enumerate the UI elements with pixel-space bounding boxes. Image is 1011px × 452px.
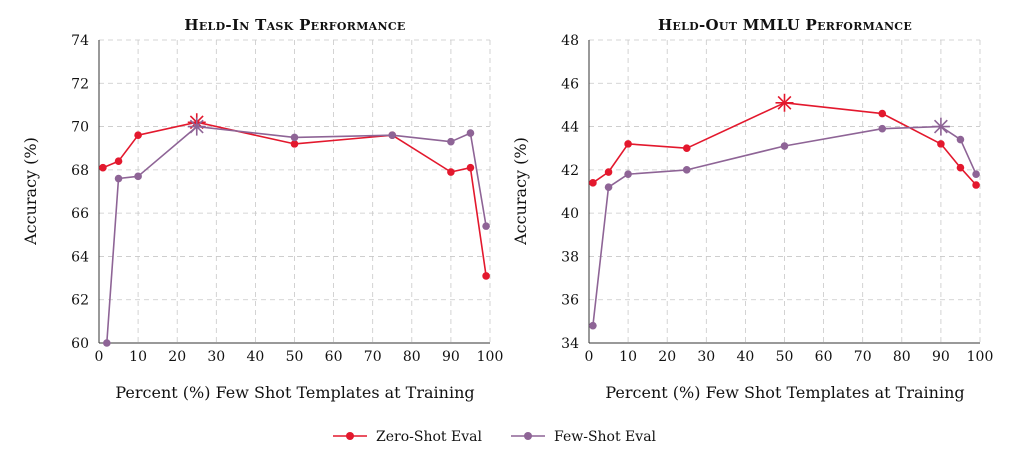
- y-tick-label: 68: [71, 163, 89, 179]
- data-point-few-shot-eval: [134, 172, 142, 181]
- x-tick-label: 50: [286, 349, 304, 365]
- chart-title-held-in: Held-In Task Performance: [184, 16, 405, 34]
- data-point-few-shot-eval: [103, 339, 111, 347]
- data-point-few-shot-eval: [624, 170, 632, 178]
- data-point-zero-shot-eval: [589, 179, 597, 187]
- x-tick-label: 10: [129, 349, 147, 365]
- data-point-zero-shot-eval: [937, 140, 945, 148]
- y-tick-label: 74: [71, 33, 89, 49]
- x-tick-label: 100: [477, 349, 504, 365]
- data-point-zero-shot-eval: [878, 109, 887, 118]
- data-point-few-shot-eval: [780, 142, 789, 150]
- x-axis-label-held-in: Percent (%) Few Shot Templates at Traini…: [115, 383, 474, 402]
- legend: Zero-Shot Eval Few-Shot Eval: [333, 429, 657, 445]
- data-point-few-shot-eval: [447, 137, 455, 146]
- x-tick-label: 10: [619, 349, 637, 365]
- legend-marker-zero-shot: [346, 432, 354, 440]
- y-tick-label: 48: [561, 33, 579, 49]
- legend-label-few-shot: Few-Shot Eval: [554, 429, 657, 445]
- y-tick-label: 34: [561, 336, 579, 352]
- y-tick-label: 60: [71, 336, 89, 352]
- y-tick-label: 42: [561, 163, 579, 179]
- x-tick-label: 0: [585, 349, 594, 365]
- y-tick-label: 62: [71, 293, 89, 309]
- data-point-zero-shot-eval: [114, 157, 123, 165]
- legend-marker-few-shot: [524, 432, 532, 440]
- y-axis-label-held-out: Accuracy (%): [511, 137, 530, 246]
- data-point-few-shot-eval: [114, 174, 123, 183]
- x-tick-label: 30: [697, 349, 715, 365]
- y-tick-label: 70: [71, 120, 89, 136]
- data-point-few-shot-eval: [290, 133, 299, 142]
- x-tick-label: 40: [736, 349, 754, 365]
- x-tick-label: 50: [776, 349, 794, 365]
- x-tick-label: 70: [854, 349, 872, 365]
- data-point-zero-shot-eval: [290, 140, 299, 148]
- data-point-zero-shot-eval: [972, 181, 980, 189]
- x-tick-label: 70: [364, 349, 382, 365]
- y-tick-label: 46: [561, 76, 579, 92]
- data-point-few-shot-eval: [482, 222, 490, 230]
- x-tick-label: 30: [207, 349, 225, 365]
- data-point-zero-shot-eval: [482, 272, 490, 280]
- data-point-few-shot-eval: [604, 183, 613, 191]
- data-point-zero-shot-eval: [447, 168, 455, 176]
- y-tick-label: 36: [561, 293, 579, 309]
- data-point-zero-shot-eval: [604, 168, 613, 176]
- data-point-few-shot-eval: [589, 321, 597, 330]
- best-point-star-few-shot-eval: [187, 117, 206, 136]
- best-point-star-few-shot-eval: [931, 117, 950, 136]
- data-point-few-shot-eval: [972, 170, 980, 178]
- x-tick-label: 0: [95, 349, 104, 365]
- best-point-star-zero-shot-eval: [775, 93, 794, 112]
- y-tick-label: 40: [561, 206, 579, 222]
- chart-title-held-out: Held-Out MMLU Performance: [658, 16, 912, 34]
- data-point-zero-shot-eval: [134, 131, 142, 140]
- y-tick-label: 64: [71, 249, 89, 265]
- x-tick-label: 90: [932, 349, 950, 365]
- x-tick-label: 100: [967, 349, 994, 365]
- x-tick-label: 20: [658, 349, 676, 365]
- data-point-few-shot-eval: [878, 124, 887, 133]
- data-point-zero-shot-eval: [99, 163, 107, 172]
- y-tick-label: 38: [561, 249, 579, 265]
- data-point-zero-shot-eval: [466, 163, 475, 172]
- x-axis-label-held-out: Percent (%) Few Shot Templates at Traini…: [605, 383, 964, 402]
- data-point-zero-shot-eval: [956, 163, 965, 172]
- y-tick-label: 72: [71, 76, 89, 92]
- data-point-zero-shot-eval: [624, 140, 632, 148]
- data-point-few-shot-eval: [682, 166, 691, 174]
- plot-held-out: 0 10 20 30 40 50 60 70 80 90 100 34 36 38 40 42 44 46 48: [561, 33, 993, 365]
- y-tick-label: 44: [561, 120, 579, 136]
- legend-label-zero-shot: Zero-Shot Eval: [376, 429, 482, 445]
- data-point-zero-shot-eval: [682, 144, 691, 153]
- plot-held-in: 0 10 20 30 40 50 60 70 80 90 100 60 62 64 66 68 70 72 74: [71, 33, 503, 365]
- data-point-few-shot-eval: [388, 131, 397, 140]
- x-tick-label: 80: [403, 349, 421, 365]
- data-point-few-shot-eval: [466, 129, 475, 137]
- y-axis-label-held-in: Accuracy (%): [21, 137, 40, 246]
- x-tick-label: 60: [815, 349, 833, 365]
- y-tick-label: 66: [71, 206, 89, 222]
- x-tick-label: 90: [442, 349, 460, 365]
- x-tick-label: 40: [246, 349, 264, 365]
- x-tick-label: 60: [325, 349, 343, 365]
- x-tick-label: 80: [893, 349, 911, 365]
- data-point-few-shot-eval: [956, 135, 965, 144]
- x-tick-label: 20: [168, 349, 186, 365]
